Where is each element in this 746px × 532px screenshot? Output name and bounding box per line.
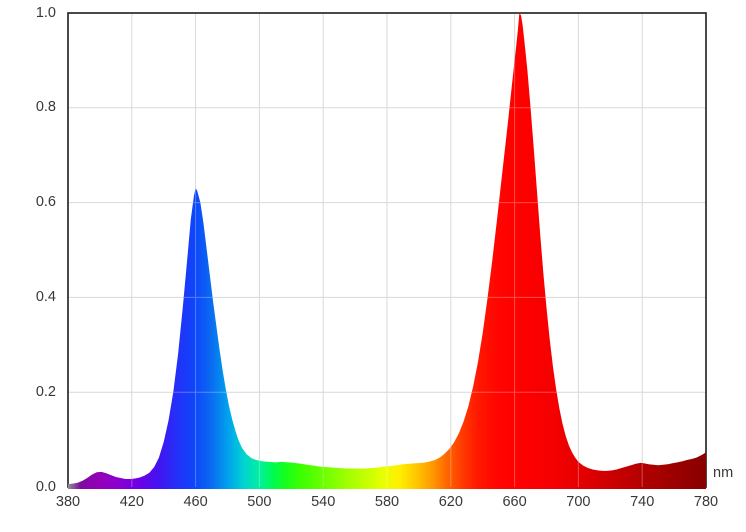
x-tick-label: 660	[502, 494, 527, 510]
x-tick-label: 460	[183, 494, 208, 510]
spectrum-area	[68, 13, 706, 489]
x-tick-label: 700	[566, 494, 591, 510]
x-tick-label: 780	[693, 494, 719, 510]
y-tick-label: 0.0	[35, 478, 56, 495]
x-tick-label: 500	[247, 494, 272, 510]
x-tick-label: 620	[438, 494, 463, 510]
y-tick-label: 0.6	[35, 194, 56, 211]
x-tick-label: 580	[374, 494, 400, 510]
x-tick-label: 540	[311, 494, 336, 510]
y-tick-label: 0.2	[35, 383, 56, 400]
y-tick-label: 0.8	[35, 99, 56, 116]
x-axis-unit-label: nm	[713, 465, 734, 481]
x-tick-label: 740	[630, 494, 655, 510]
x-tick-label: 380	[55, 494, 81, 510]
gridlines	[68, 13, 706, 487]
y-tick-label: 0.4	[35, 288, 56, 305]
y-tick-label: 1.0	[35, 4, 56, 21]
x-tick-label: 420	[119, 494, 144, 510]
